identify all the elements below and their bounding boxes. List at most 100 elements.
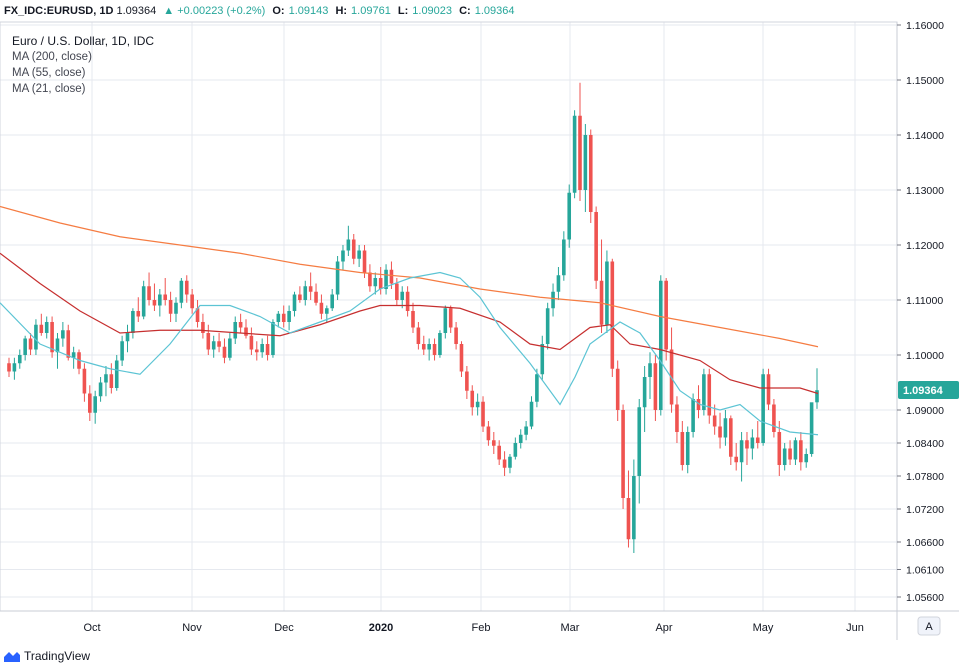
candle (529, 396, 534, 430)
legend-title: Euro / U.S. Dollar, 1D, IDC (12, 34, 155, 48)
candle-body (594, 212, 598, 281)
candle (799, 432, 803, 471)
candle (755, 421, 760, 449)
candle-body (222, 346, 227, 358)
last-price: 1.09364 (116, 5, 157, 17)
candle-body (578, 115, 582, 190)
candle (141, 280, 146, 320)
candle (66, 324, 71, 361)
candle (594, 206, 598, 289)
candle (271, 319, 275, 358)
candle (50, 316, 54, 358)
candle (734, 443, 738, 471)
candle-body (362, 250, 367, 273)
candle-body (233, 322, 238, 339)
candle (163, 278, 168, 306)
price-tick-label: 1.06100 (906, 565, 944, 577)
candle-body (518, 434, 523, 443)
price-axis: 1.16000 1.15000 1.14000 1.13000 1.12000 1.110… (897, 20, 944, 604)
candle (658, 275, 663, 416)
candle (637, 399, 642, 504)
candle (809, 402, 814, 457)
candle-body (702, 374, 706, 410)
candle-body (815, 390, 819, 403)
candle (98, 377, 103, 402)
candle-body (556, 275, 561, 292)
candle-body (211, 341, 216, 350)
candle (475, 393, 480, 416)
candle (131, 308, 135, 339)
high-value: 1.09761 (351, 5, 391, 17)
candle-body (249, 335, 254, 350)
price-tick-label: 1.15000 (906, 75, 944, 87)
candle-body (750, 437, 755, 449)
candle-body (438, 333, 442, 355)
candle-body (378, 278, 383, 289)
ma55-line (0, 252, 819, 395)
candle-body (271, 322, 275, 355)
candle (308, 272, 313, 300)
candle (168, 291, 173, 322)
candle (314, 283, 318, 306)
legend-ma200: MA (200, close) (12, 51, 92, 63)
candle-body (508, 456, 512, 468)
time-tick-label: 2020 (369, 622, 393, 634)
candle-body (238, 322, 243, 328)
candle-body (104, 374, 108, 383)
candle (346, 225, 351, 256)
candle (265, 335, 270, 361)
auto-scale-button[interactable]: A (917, 616, 941, 636)
price-tick-label: 1.07800 (906, 471, 944, 483)
candle (632, 459, 636, 553)
brand-label: TradingView (24, 649, 91, 663)
candle (400, 286, 405, 309)
candle (152, 283, 157, 311)
candle-body (184, 280, 189, 295)
candle (384, 264, 388, 295)
candle-body (7, 363, 11, 372)
candle (114, 355, 119, 391)
candle (669, 327, 674, 413)
candle (745, 432, 749, 465)
candle-body (772, 404, 776, 432)
candle (777, 421, 782, 476)
candle (712, 404, 717, 435)
legend-ma21: MA (21, close) (12, 83, 86, 95)
candle (551, 283, 555, 317)
candle (292, 291, 297, 317)
chart-legend: Euro / U.S. Dollar, 1D, IDC MA (200, clo… (12, 33, 154, 97)
candle-body (179, 280, 184, 303)
candle (125, 324, 130, 353)
low-value: 1.09023 (412, 5, 453, 17)
candle-body (626, 498, 631, 540)
high-label: H: (335, 5, 348, 17)
candle-body (384, 269, 388, 289)
candle (298, 286, 302, 303)
candle-body (254, 349, 259, 353)
price-tick-label: 1.09000 (906, 405, 944, 417)
candle (497, 440, 501, 465)
candle (303, 280, 308, 306)
candle (815, 368, 819, 409)
candle-body (658, 280, 663, 410)
candle-body (529, 401, 534, 427)
candle-body (66, 330, 71, 358)
candle (761, 368, 765, 446)
candle-body (481, 401, 485, 427)
tradingview-brand[interactable]: TradingView (4, 649, 90, 663)
candle-body (696, 399, 701, 410)
candle-body (23, 338, 27, 355)
candle (421, 335, 426, 355)
candle (7, 357, 11, 377)
candle-body (761, 374, 765, 443)
candle-body (174, 302, 178, 314)
candle (34, 319, 38, 355)
candle-body (637, 407, 642, 476)
candle-body (551, 291, 555, 309)
candle-body (308, 286, 313, 292)
candle (454, 322, 458, 350)
candle-body (799, 440, 803, 463)
candle (486, 421, 491, 446)
candle (680, 421, 685, 471)
